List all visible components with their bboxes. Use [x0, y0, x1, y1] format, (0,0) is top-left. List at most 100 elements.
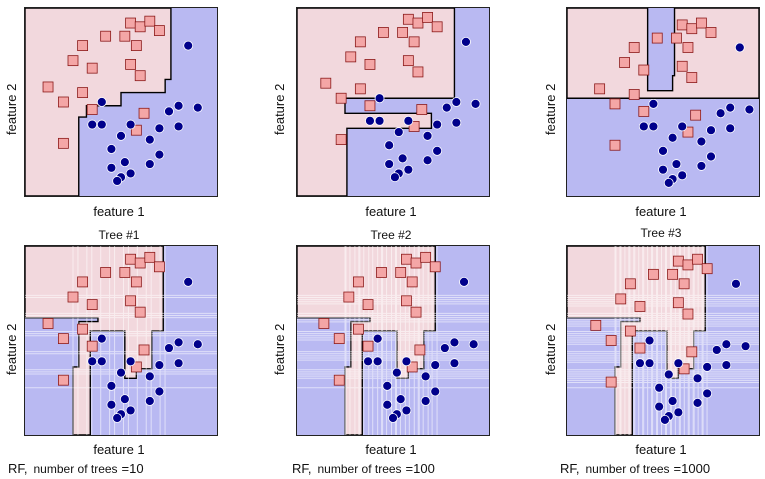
circle-point	[441, 102, 452, 113]
square-point	[667, 268, 678, 280]
circle-point	[715, 108, 726, 119]
circle-point	[673, 358, 684, 369]
scatter-svg-top-2	[297, 8, 489, 196]
square-point	[594, 83, 606, 95]
square-point	[67, 291, 79, 303]
caption-3: RF, number of trees =1000	[560, 461, 710, 476]
square-point	[401, 295, 412, 307]
caption-value-3: =1000	[673, 461, 711, 476]
square-point	[678, 363, 690, 375]
scatter-svg-bottom-3	[567, 246, 759, 435]
caption-value-2: =100	[405, 461, 435, 476]
circle-point	[648, 121, 659, 132]
circle-point	[692, 373, 703, 384]
plot-area-top-3	[566, 7, 760, 197]
square-point	[406, 361, 418, 373]
x-axis-label-bottom-1: feature 1	[93, 442, 145, 457]
square-point	[364, 100, 376, 112]
square-point	[335, 92, 347, 104]
square-point	[402, 55, 414, 67]
circle-point	[384, 159, 395, 169]
circle-point	[430, 360, 441, 370]
square-point	[682, 42, 694, 53]
circle-point	[154, 360, 165, 370]
square-point	[77, 87, 88, 98]
scatter-svg-bottom-2	[297, 246, 489, 435]
square-point	[624, 325, 636, 337]
caption-label-3: number of trees	[585, 462, 670, 476]
caption-prefix-1: RF,	[8, 461, 28, 476]
square-point	[410, 306, 422, 318]
plot-area-bottom-3	[566, 245, 760, 436]
square-point	[408, 121, 420, 132]
square-point	[605, 335, 617, 346]
square-point	[134, 306, 146, 318]
square-point	[624, 278, 636, 290]
square-point	[628, 42, 640, 53]
square-point	[42, 318, 54, 329]
caption-prefix-2: RF,	[292, 461, 312, 476]
circle-point	[663, 177, 674, 188]
caption-label-2: number of trees	[317, 462, 402, 476]
square-point	[125, 295, 136, 307]
circle-point	[154, 149, 165, 160]
circle-point	[125, 168, 136, 179]
square-point	[692, 253, 703, 265]
circle-point	[388, 413, 398, 423]
circle-point	[154, 386, 165, 397]
circle-point	[403, 164, 414, 175]
square-point	[686, 23, 698, 35]
square-point	[682, 126, 694, 138]
circle-point	[721, 339, 732, 350]
plot-area-bottom-1	[24, 245, 218, 436]
square-point	[615, 293, 627, 305]
circle-point	[106, 144, 117, 154]
square-point	[672, 297, 684, 309]
y-axis-label-top-3: feature 2	[543, 83, 558, 135]
circle-point	[164, 106, 174, 117]
square-point	[153, 261, 165, 273]
scatter-svg-top-3	[567, 8, 759, 196]
square-point	[67, 55, 79, 67]
circle-point	[422, 155, 433, 166]
square-point	[362, 340, 374, 352]
circle-point	[173, 100, 184, 111]
circle-point	[96, 119, 107, 130]
square-point	[609, 98, 621, 110]
square-point	[119, 30, 131, 42]
circle-point	[432, 145, 443, 156]
circle-point	[393, 127, 404, 137]
tree-title-3: Tree #3	[640, 226, 682, 240]
circle-point	[154, 123, 165, 134]
circle-point	[660, 414, 670, 425]
square-point	[397, 27, 408, 38]
square-point	[125, 59, 136, 70]
square-point	[130, 40, 142, 51]
square-point	[638, 64, 650, 76]
square-point	[431, 21, 443, 33]
circle-point	[173, 358, 184, 369]
square-point	[318, 318, 330, 329]
square-point	[345, 51, 357, 63]
square-point	[86, 299, 98, 310]
square-point	[376, 267, 387, 278]
circle-point	[397, 153, 408, 164]
circle-point	[173, 121, 184, 132]
circle-point	[96, 333, 107, 344]
circle-point	[432, 119, 443, 130]
square-point	[130, 361, 142, 373]
square-point	[144, 15, 156, 27]
circle-point	[420, 396, 431, 406]
square-point	[343, 291, 355, 303]
square-point	[412, 66, 424, 78]
square-point	[416, 104, 428, 115]
square-point	[619, 57, 630, 68]
square-point	[320, 77, 332, 89]
y-axis-label-top-2: feature 2	[272, 83, 287, 135]
square-point	[690, 109, 702, 121]
circle-point	[461, 36, 471, 47]
tree-title-2: Tree #2	[370, 228, 412, 242]
square-point	[119, 267, 131, 278]
circle-point	[638, 121, 649, 132]
circle-point	[192, 102, 203, 113]
